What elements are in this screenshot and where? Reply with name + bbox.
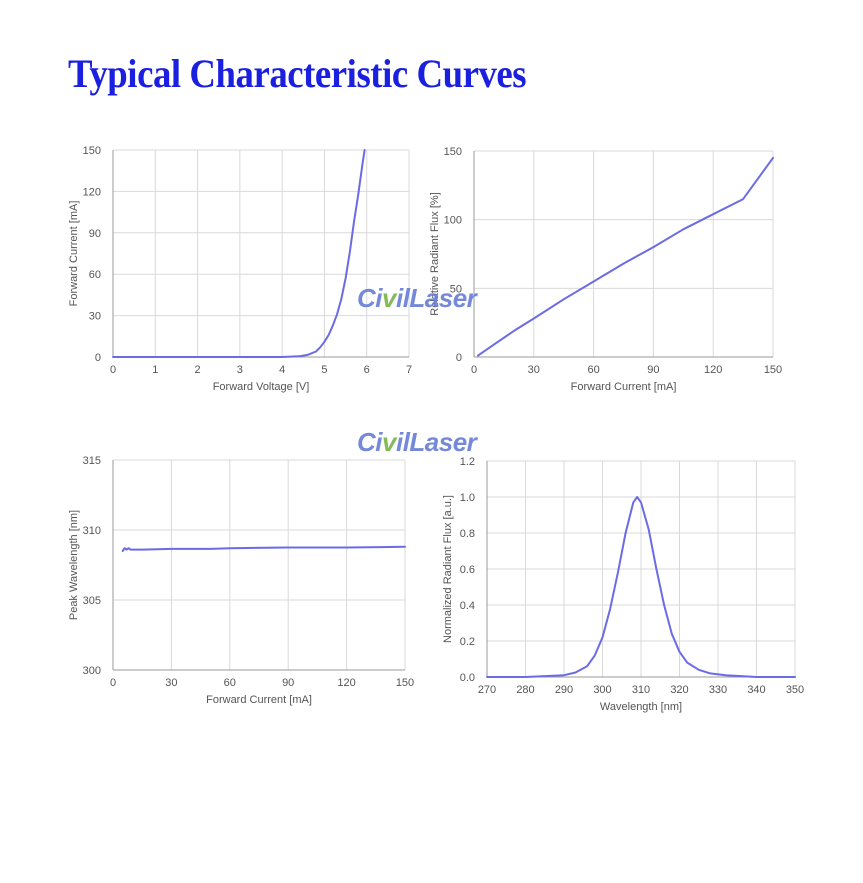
y-tick-label: 0.8 [460,528,475,540]
x-tick-label: 0 [471,364,477,376]
watermark-v: v [382,283,396,313]
y-axis-label: Normalized Radiant Flux [a.u.] [442,495,454,643]
y-axis-label: Peak Wavelength [nm] [68,510,80,620]
x-tick-label: 60 [224,677,236,689]
series-line [121,545,406,552]
y-tick-label: 150 [83,145,101,157]
x-tick-label: 120 [704,364,722,376]
chart-2: 0 30 60 90 120 150 0 50 100 150 Forward Current [m… [429,146,782,393]
y-tick-label: 305 [83,595,101,607]
x-tick-label: 90 [282,677,294,689]
x-tick-label: 0 [110,677,116,689]
x-tick-label: 3 [237,364,243,376]
chart-3: 0 30 60 90 120 150 300 305 310 315 Forward Current… [68,455,414,706]
chart-1: 0 1 2 3 4 5 6 7 0 30 60 90 120 150 Forward Voltage [V]… [68,145,412,393]
y-tick-label: 50 [450,283,462,295]
x-tick-label: 7 [406,364,412,376]
x-tick-label: 300 [593,684,611,696]
x-axis-label: Forward Current [mA] [571,381,677,393]
y-tick-label: 1.0 [460,492,475,504]
y-tick-label: 0.4 [460,600,475,612]
y-tick-label: 1.2 [460,456,475,468]
x-tick-label: 120 [337,677,355,689]
x-tick-label: 330 [709,684,727,696]
y-tick-label: 0.0 [460,672,475,684]
x-axis-label: Forward Voltage [V] [213,381,310,393]
x-tick-label: 340 [747,684,765,696]
x-tick-label: 5 [321,364,327,376]
x-tick-label: 320 [670,684,688,696]
page-title: Typical Characteristic Curves [68,51,527,96]
y-tick-label: 300 [83,665,101,677]
y-tick-label: 310 [83,525,101,537]
x-tick-label: 60 [587,364,599,376]
x-tick-label: 270 [478,684,496,696]
series-line [486,496,796,678]
x-tick-label: 90 [647,364,659,376]
y-axis-label: Relative Radiant Flux [%] [429,192,441,316]
watermark-text-b: ilLaser [395,283,477,313]
x-tick-label: 6 [364,364,370,376]
x-tick-label: 290 [555,684,573,696]
x-tick-label: 2 [195,364,201,376]
y-tick-label: 0 [456,352,462,364]
x-axis-label: Forward Current [mA] [206,694,312,706]
watermark-v: v [382,427,396,457]
watermark-logo: CivilLaser [357,283,477,314]
y-tick-label: 315 [83,455,101,467]
y-tick-label: 120 [83,186,101,198]
y-tick-label: 0.2 [460,636,475,648]
x-tick-label: 4 [279,364,285,376]
series-line [112,149,366,358]
x-tick-label: 30 [165,677,177,689]
y-tick-label: 0 [95,352,101,364]
watermark-text-a: Ci [357,427,383,457]
x-tick-label: 150 [764,364,782,376]
x-tick-label: 0 [110,364,116,376]
x-tick-label: 350 [786,684,804,696]
x-tick-label: 280 [516,684,534,696]
y-tick-label: 60 [89,269,101,281]
chart-4: 270 280 290 300 310 320 330 340 350 0.0 0.2 0.4 0.6 0… [442,456,804,713]
y-tick-label: 90 [89,228,101,240]
y-tick-label: 30 [89,311,101,323]
y-tick-label: 100 [444,215,462,227]
watermark-logo-2: CivilLaser [357,427,477,458]
y-tick-label: 0.6 [460,564,475,576]
x-tick-label: 310 [632,684,650,696]
x-axis-label: Wavelength [nm] [600,701,682,713]
watermark-text-a: Ci [357,283,383,313]
x-tick-label: 1 [152,364,158,376]
watermark-text-b: ilLaser [395,427,477,457]
y-axis-label: Forward Current [mA] [68,201,80,307]
x-tick-label: 150 [396,677,414,689]
series-line [477,156,774,357]
x-tick-label: 30 [528,364,540,376]
y-tick-label: 150 [444,146,462,158]
